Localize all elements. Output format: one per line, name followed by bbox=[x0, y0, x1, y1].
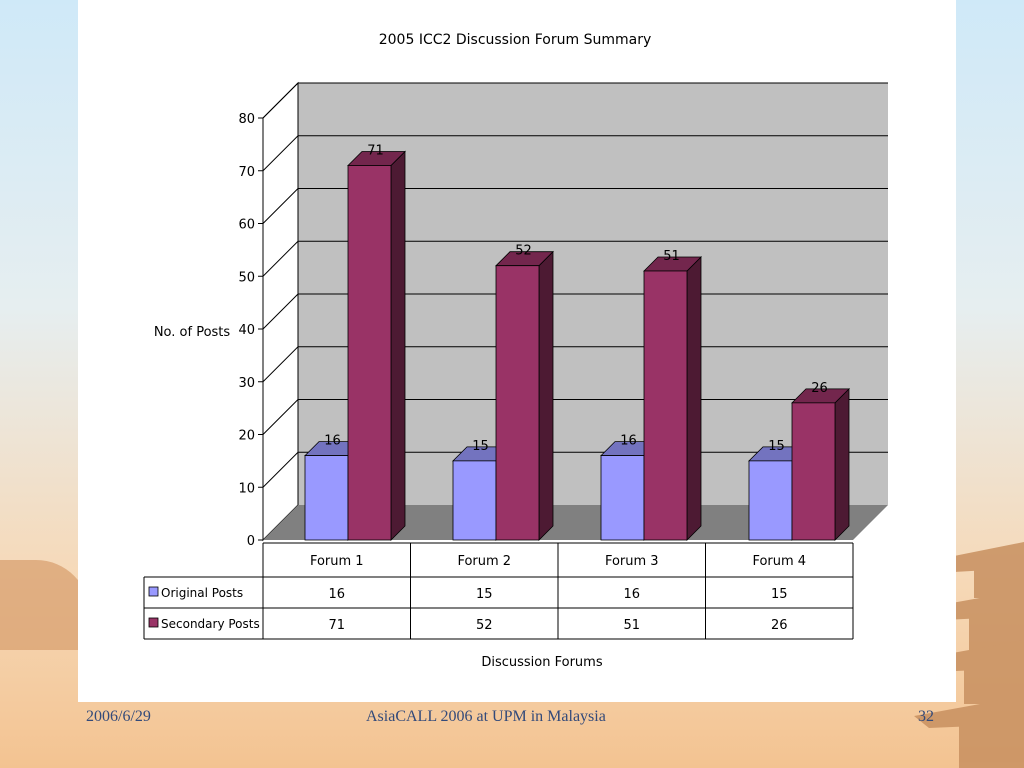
table-cell-value: 71 bbox=[328, 618, 345, 633]
bar-secondary-1 bbox=[347, 150, 406, 541]
y-tick-label: 40 bbox=[238, 323, 255, 338]
y-tick-label: 70 bbox=[238, 165, 255, 180]
footer-center-text: AsiaCALL 2006 at UPM in Malaysia bbox=[366, 708, 606, 725]
chart-floor bbox=[263, 505, 888, 540]
table-cell-value: 51 bbox=[623, 618, 640, 633]
table-cell-value: 16 bbox=[328, 587, 345, 602]
y-tick-label: 50 bbox=[238, 270, 255, 285]
legend-series-name: Original Posts bbox=[161, 586, 243, 600]
gridline bbox=[262, 240, 888, 277]
table-cell-value: 52 bbox=[476, 618, 493, 633]
legend-series-name: Secondary Posts bbox=[161, 617, 260, 631]
table-cell-value: 15 bbox=[476, 587, 493, 602]
bar-data-label: 15 bbox=[768, 439, 785, 454]
y-tick-label: 20 bbox=[238, 429, 255, 444]
slide-card: 0 10 20 30 40 50 60 70 80 16 71 15 52 16 51 15 26 Forum… bbox=[78, 0, 956, 702]
y-tick-label: 30 bbox=[238, 376, 255, 391]
bar-data-label: 26 bbox=[811, 381, 828, 396]
bar-secondary-3 bbox=[643, 256, 702, 541]
page-number: 32 bbox=[918, 708, 934, 725]
bar-data-label: 16 bbox=[324, 434, 341, 449]
gridline bbox=[262, 135, 888, 172]
y-axis-label: No. of Posts bbox=[154, 325, 231, 340]
y-tick-label: 0 bbox=[247, 534, 255, 549]
bar-secondary-2 bbox=[495, 250, 554, 541]
x-category-label: Forum 2 bbox=[457, 554, 511, 569]
gridline bbox=[262, 82, 888, 119]
y-tick-label: 60 bbox=[238, 218, 255, 233]
x-category-label: Forum 4 bbox=[752, 554, 806, 569]
bar-data-label: 71 bbox=[367, 143, 384, 158]
bar-secondary-4 bbox=[791, 387, 850, 541]
gridline bbox=[262, 188, 888, 224]
footer-date: 2006/6/29 bbox=[86, 708, 151, 725]
x-axis-label: Discussion Forums bbox=[481, 655, 602, 670]
y-tick-label: 80 bbox=[238, 112, 255, 127]
x-category-label: Forum 3 bbox=[605, 554, 659, 569]
table-cell-value: 15 bbox=[771, 587, 788, 602]
bar-data-label: 16 bbox=[620, 434, 637, 449]
chart-title: 2005 ICC2 Discussion Forum Summary bbox=[379, 32, 652, 48]
y-tick-label: 10 bbox=[238, 481, 255, 496]
bar-data-label: 15 bbox=[472, 439, 489, 454]
legend-swatch bbox=[148, 586, 159, 597]
table-cell-value: 26 bbox=[771, 618, 788, 633]
x-category-label: Forum 1 bbox=[310, 554, 364, 569]
decorative-hill bbox=[0, 560, 90, 650]
bar-data-label: 51 bbox=[663, 249, 680, 264]
legend-swatch bbox=[148, 617, 159, 628]
table-cell-value: 16 bbox=[623, 587, 640, 602]
bar-data-label: 52 bbox=[515, 244, 532, 259]
chart: 0 10 20 30 40 50 60 70 80 16 71 15 52 16 51 15 26 Forum… bbox=[143, 32, 888, 670]
